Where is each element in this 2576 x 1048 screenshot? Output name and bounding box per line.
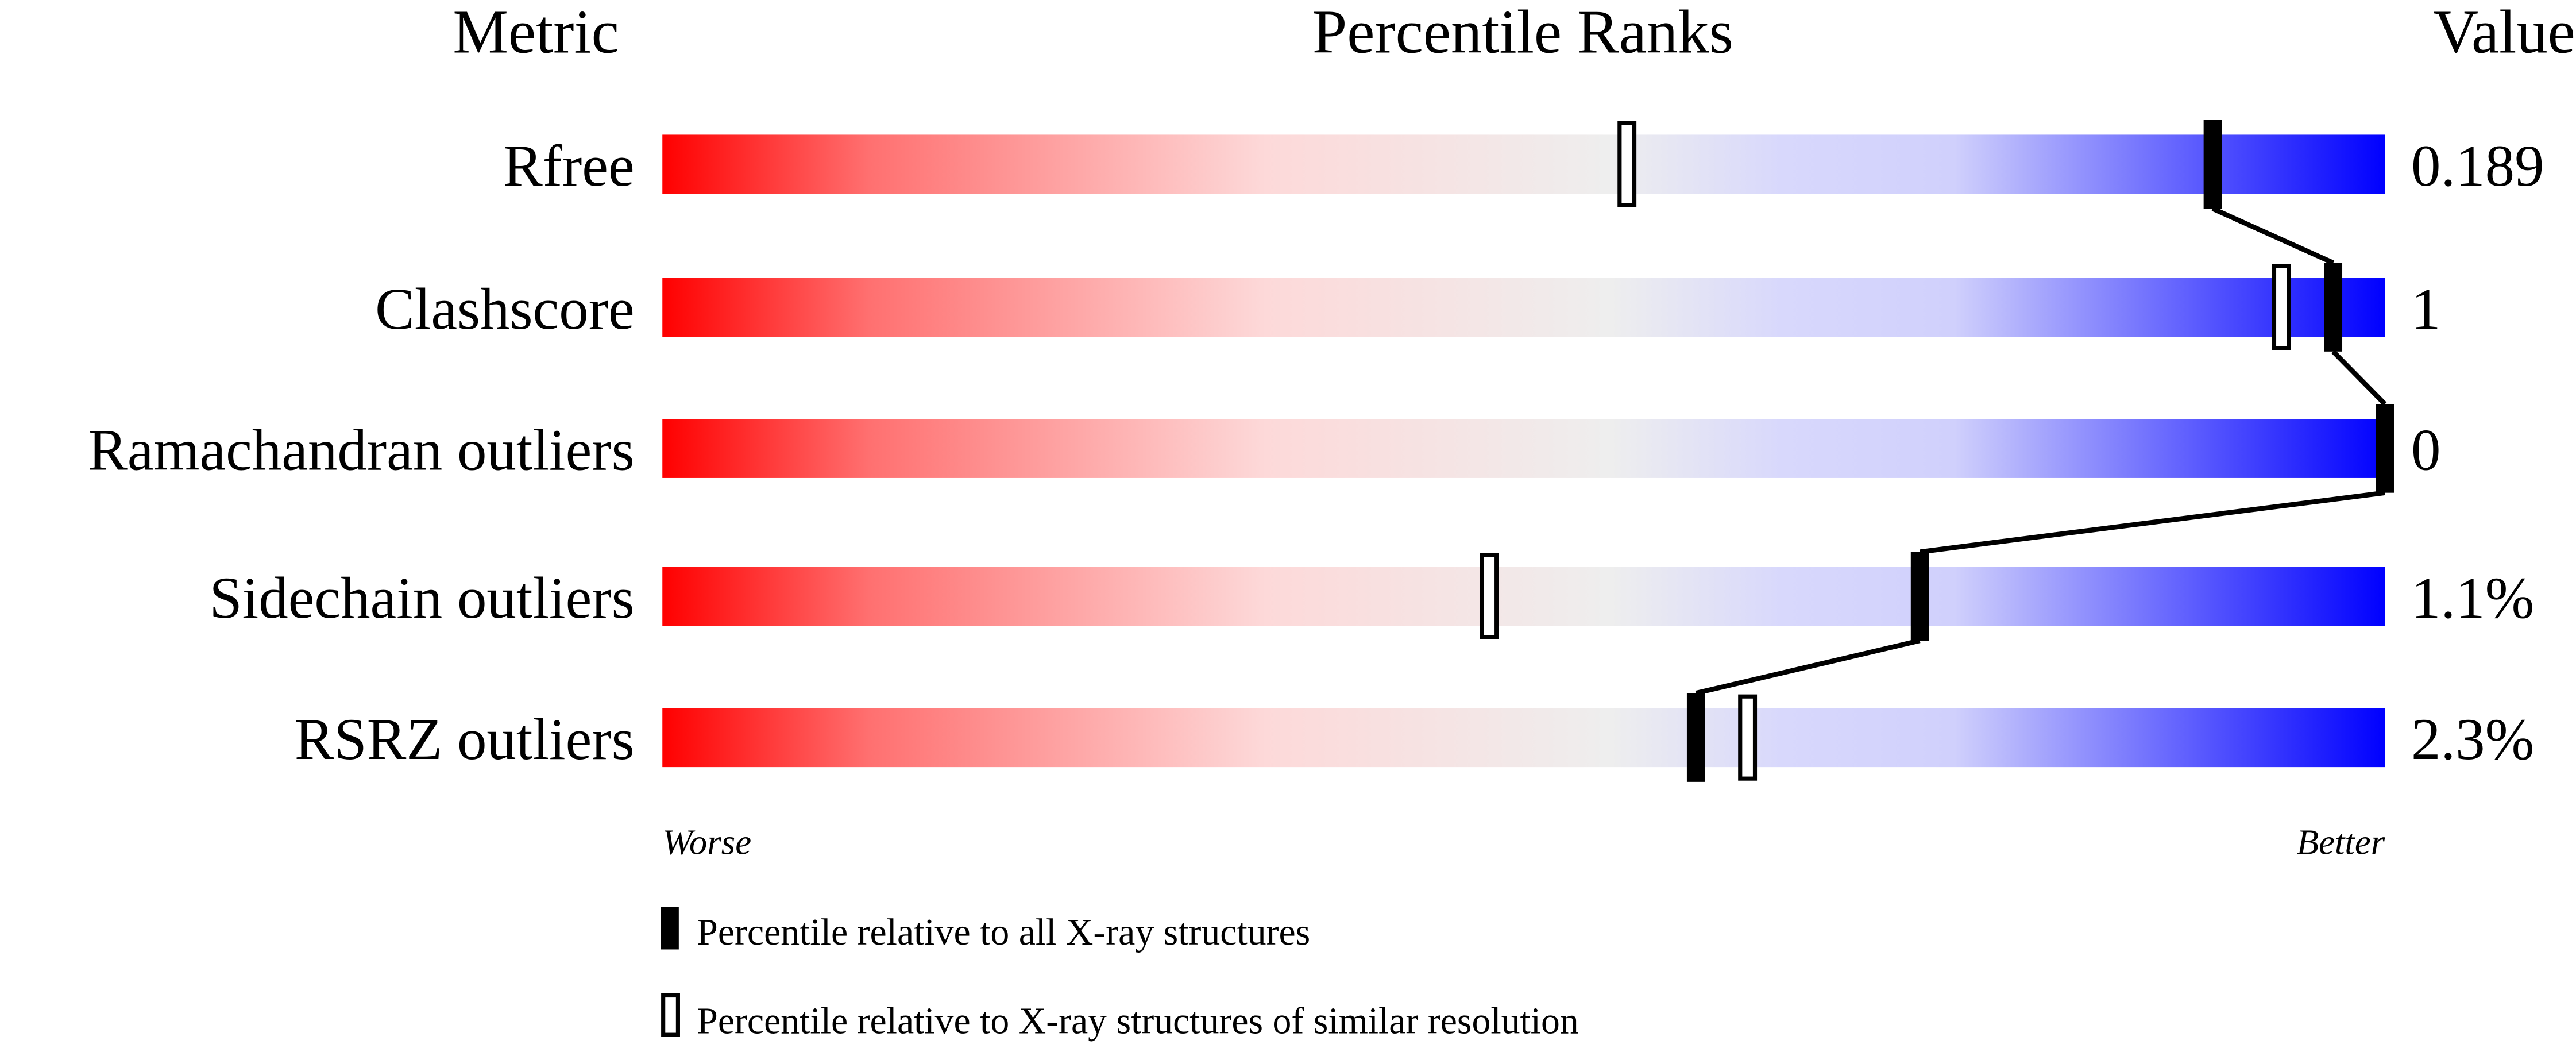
axis-label-worse: Worse (662, 822, 751, 862)
marker-all-structures (2324, 263, 2343, 352)
metric-label: Clashscore (375, 276, 635, 342)
header-value: Value (2434, 0, 2575, 66)
metric-value: 0 (2411, 418, 2440, 483)
connector-line (1919, 490, 2385, 554)
metric-value: 1 (2411, 276, 2440, 342)
marker-similar-resolution (1480, 553, 1499, 639)
metric-value: 1.1% (2411, 565, 2534, 631)
metric-label: Ramachandran outliers (88, 418, 635, 483)
metric-value: 2.3% (2411, 707, 2534, 772)
connector-line (2211, 206, 2335, 265)
connector-line (2331, 349, 2387, 406)
marker-similar-resolution (2272, 264, 2291, 350)
legend-all-marker (661, 907, 679, 950)
percentile-bar (662, 708, 2385, 768)
legend-similar-label: Percentile relative to X-ray structures … (697, 1000, 1578, 1042)
header-percentile-ranks: Percentile Ranks (1312, 0, 1733, 66)
legend-all-label: Percentile relative to all X-ray structu… (697, 911, 1310, 953)
marker-similar-resolution (1738, 694, 1758, 781)
marker-all-structures (1910, 552, 1929, 641)
percentile-bar (662, 567, 2385, 626)
metric-label: RSRZ outliers (295, 707, 635, 772)
axis-label-better: Better (2297, 822, 2385, 862)
percentile-bar (662, 278, 2385, 337)
metric-label: Rfree (503, 133, 635, 199)
marker-similar-resolution (1617, 121, 1637, 207)
connector-line (1695, 638, 1921, 696)
percentile-bar (662, 134, 2385, 194)
marker-all-structures (1686, 693, 1705, 782)
metric-value: 0.189 (2411, 133, 2544, 199)
marker-all-structures (2203, 120, 2222, 209)
percentile-bar (662, 419, 2385, 478)
header-metric: Metric (453, 0, 619, 66)
marker-all-structures (2376, 404, 2394, 493)
metric-label: Sidechain outliers (209, 565, 634, 631)
legend-similar-marker (661, 993, 680, 1037)
